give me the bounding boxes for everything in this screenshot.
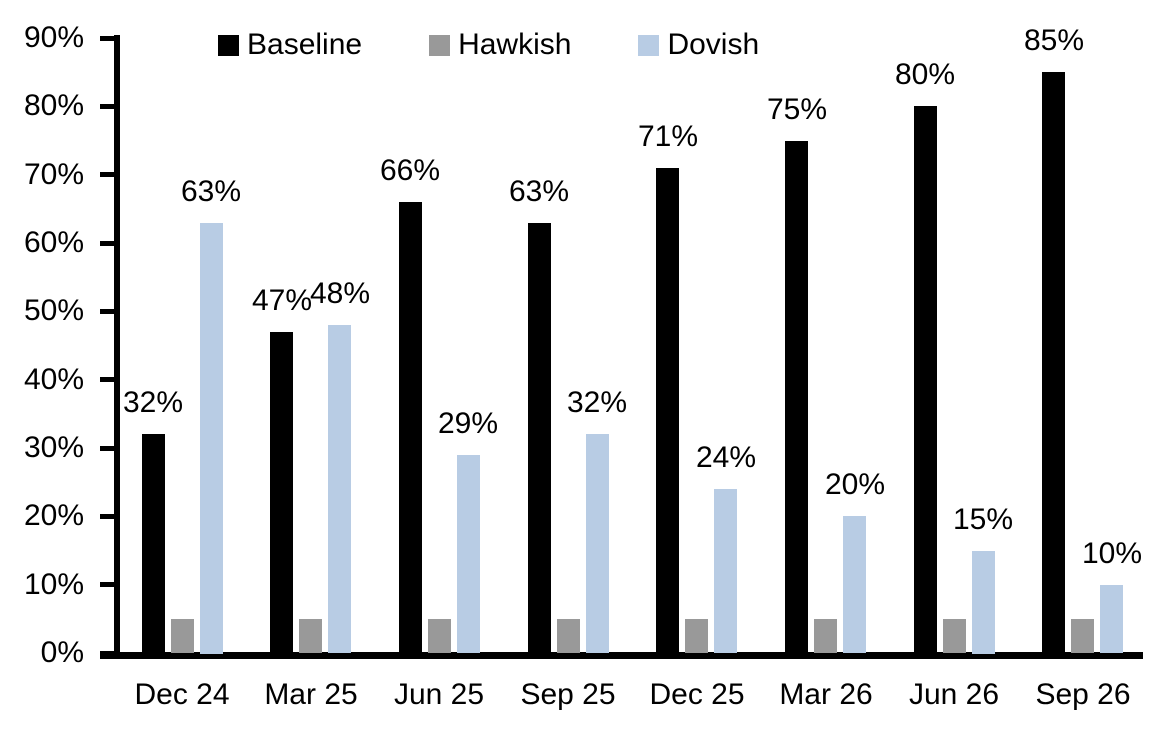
- bar-hawkish-mar-26: [814, 619, 837, 653]
- bar-hawkish-sep-26: [1071, 619, 1094, 653]
- legend-item-baseline: Baseline: [218, 28, 362, 62]
- bar-baseline-mar-25: [270, 332, 293, 653]
- x-tick-label-jun-26: Jun 26: [908, 678, 1000, 711]
- bar-baseline-jun-26: [914, 106, 937, 653]
- data-label-baseline-sep-26: 85%: [1023, 24, 1085, 57]
- x-tick-label-sep-26: Sep 26: [1035, 678, 1131, 711]
- y-axis-tick: [100, 104, 114, 109]
- y-tick-label: 60%: [23, 226, 84, 259]
- legend-item-dovish: Dovish: [638, 28, 759, 62]
- bar-baseline-dec-24: [142, 434, 165, 653]
- data-label-baseline-jun-25: 66%: [379, 154, 441, 187]
- x-tick-label-sep-25: Sep 25: [520, 678, 616, 711]
- y-axis-tick: [100, 377, 114, 382]
- bar-dovish-sep-26: [1100, 585, 1123, 653]
- data-label-baseline-sep-25: 63%: [508, 175, 570, 208]
- bar-hawkish-sep-25: [557, 619, 580, 653]
- bar-baseline-sep-25: [528, 223, 551, 654]
- y-tick-label: 70%: [23, 158, 84, 191]
- x-tick-label-mar-26: Mar 26: [779, 678, 873, 711]
- legend-item-hawkish: Hawkish: [429, 28, 571, 62]
- bar-baseline-dec-25: [656, 168, 679, 653]
- y-axis-tick: [100, 651, 114, 656]
- bar-dovish-dec-25: [714, 489, 737, 653]
- bar-dovish-mar-26: [843, 516, 866, 653]
- data-label-baseline-dec-25: 71%: [637, 120, 699, 153]
- y-axis-tick: [100, 446, 114, 451]
- bar-hawkish-dec-24: [171, 619, 194, 653]
- legend-label: Dovish: [667, 28, 760, 61]
- bar-dovish-dec-24: [200, 223, 223, 654]
- y-tick-label: 90%: [23, 21, 84, 54]
- x-tick-label-dec-24: Dec 24: [134, 678, 230, 711]
- y-tick-label: 50%: [23, 294, 84, 327]
- bar-baseline-sep-26: [1042, 72, 1065, 653]
- data-label-baseline-mar-25: 47%: [251, 284, 313, 317]
- bar-hawkish-jun-25: [428, 619, 451, 653]
- bar-dovish-sep-25: [586, 434, 609, 653]
- legend-label: Baseline: [247, 28, 363, 61]
- y-tick-label: 40%: [23, 363, 84, 396]
- data-label-dovish-jun-26: 15%: [952, 503, 1014, 536]
- data-label-baseline-jun-26: 80%: [894, 58, 956, 91]
- y-axis-tick: [100, 172, 114, 177]
- legend-swatch-icon: [218, 34, 239, 56]
- y-axis-tick: [100, 309, 114, 314]
- legend-swatch-icon: [429, 34, 451, 56]
- x-tick-label-jun-25: Jun 25: [393, 678, 485, 711]
- legend-swatch-icon: [638, 34, 660, 56]
- y-tick-label: 30%: [23, 431, 84, 464]
- y-axis-tick: [100, 582, 114, 587]
- data-label-dovish-sep-25: 32%: [566, 386, 628, 419]
- data-label-dovish-mar-25: 48%: [309, 277, 371, 310]
- bar-dovish-jun-25: [457, 455, 480, 653]
- data-label-baseline-dec-24: 32%: [122, 386, 184, 419]
- y-axis-tick: [100, 514, 114, 519]
- data-label-dovish-dec-25: 24%: [695, 441, 757, 474]
- y-axis-tick: [100, 36, 114, 41]
- x-tick-label-mar-25: Mar 25: [264, 678, 358, 711]
- bar-hawkish-mar-25: [299, 619, 322, 653]
- bar-dovish-mar-25: [328, 325, 351, 653]
- x-tick-label-dec-25: Dec 25: [649, 678, 745, 711]
- bar-hawkish-jun-26: [943, 619, 966, 653]
- y-axis-tick: [100, 241, 114, 246]
- y-tick-label: 0%: [40, 636, 84, 669]
- bar-hawkish-dec-25: [685, 619, 708, 653]
- y-tick-label: 10%: [23, 568, 84, 601]
- legend-label: Hawkish: [458, 28, 572, 61]
- data-label-baseline-mar-26: 75%: [766, 93, 828, 126]
- data-label-dovish-dec-24: 63%: [180, 175, 242, 208]
- data-label-dovish-mar-26: 20%: [824, 468, 886, 501]
- data-label-dovish-jun-25: 29%: [437, 407, 499, 440]
- bar-baseline-mar-26: [785, 141, 808, 654]
- bar-baseline-jun-25: [399, 202, 422, 653]
- y-axis-line: [114, 35, 120, 658]
- y-tick-label: 80%: [23, 89, 84, 122]
- x-axis-line: [100, 652, 1143, 659]
- bar-dovish-jun-26: [972, 551, 995, 654]
- chart-legend: Baseline Hawkish Dovish: [218, 28, 759, 62]
- y-tick-label: 20%: [23, 499, 84, 532]
- data-label-dovish-sep-26: 10%: [1081, 537, 1143, 570]
